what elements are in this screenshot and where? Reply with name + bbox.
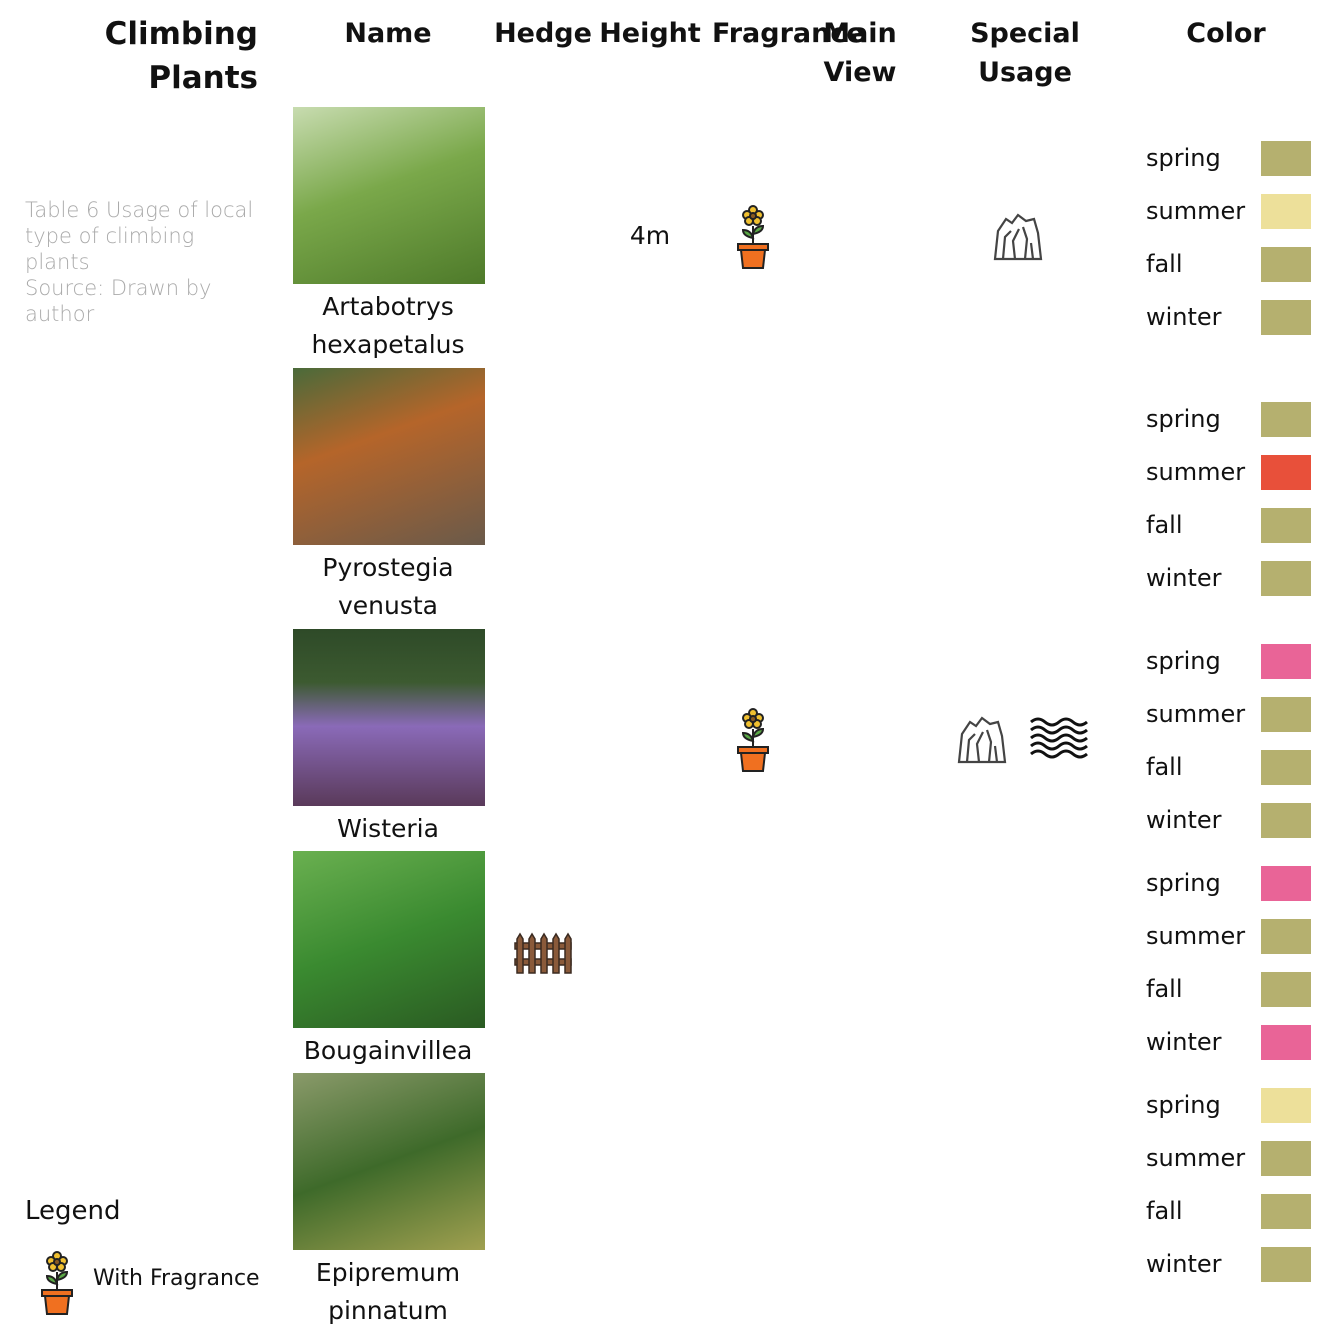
plant-name: Artabotrys hexapetalus: [311, 292, 465, 359]
color-swatch: [1261, 402, 1311, 437]
special-usage-icon: [957, 716, 1007, 764]
season-label: fall: [1146, 511, 1183, 539]
column-header: Special Usage: [970, 18, 1080, 88]
season-label: spring: [1146, 869, 1221, 897]
hedge-icon: [513, 931, 573, 975]
caption-source: Source: Drawn by author: [25, 276, 212, 326]
season-label: winter: [1146, 806, 1222, 834]
plant-photo: [293, 107, 485, 284]
color-swatch: [1261, 1247, 1311, 1282]
column-header: Fragrance: [712, 18, 865, 49]
color-swatch: [1261, 803, 1311, 838]
color-swatch: [1261, 561, 1311, 596]
legend-label: With Fragrance: [93, 1266, 260, 1291]
color-swatch: [1261, 141, 1311, 176]
season-label: summer: [1146, 700, 1246, 728]
plant-name: Wisteria: [337, 814, 439, 843]
plant-photo: [293, 368, 485, 545]
season-label: fall: [1146, 250, 1183, 278]
color-swatch: [1261, 697, 1311, 732]
season-label: fall: [1146, 1197, 1183, 1225]
fragrance-icon: [735, 204, 771, 270]
season-label: winter: [1146, 303, 1222, 331]
season-label: spring: [1146, 647, 1221, 675]
caption: Table 6 Usage of local type of climbing …: [25, 198, 254, 274]
fragrance-icon: [735, 707, 771, 773]
color-swatch: [1261, 194, 1311, 229]
plant-photo: [293, 851, 485, 1028]
season-label: summer: [1146, 458, 1246, 486]
season-label: summer: [1146, 922, 1246, 950]
season-label: spring: [1146, 1091, 1221, 1119]
season-label: spring: [1146, 144, 1221, 172]
plant-name: Pyrostegia venusta: [322, 553, 454, 620]
season-label: winter: [1146, 564, 1222, 592]
color-swatch: [1261, 1141, 1311, 1176]
color-swatch: [1261, 866, 1311, 901]
color-swatch: [1261, 1025, 1311, 1060]
column-header: Height: [599, 18, 701, 49]
legend-title: Legend: [25, 1196, 121, 1226]
season-label: summer: [1146, 1144, 1246, 1172]
color-swatch: [1261, 455, 1311, 490]
column-header: Color: [1186, 18, 1266, 49]
column-header: Name: [344, 18, 432, 49]
height: 4m: [629, 221, 671, 250]
color-swatch: [1261, 300, 1311, 335]
special-usage-icon: [1029, 716, 1089, 760]
plant-photo: [293, 629, 485, 806]
season-label: summer: [1146, 197, 1246, 225]
plant-name: Epipremum pinnatum: [315, 1258, 461, 1325]
color-swatch: [1261, 919, 1311, 954]
color-swatch: [1261, 1194, 1311, 1229]
color-swatch: [1261, 750, 1311, 785]
plant-name: Bougainvillea: [303, 1036, 473, 1065]
color-swatch: [1261, 247, 1311, 282]
season-label: winter: [1146, 1250, 1222, 1278]
season-label: fall: [1146, 975, 1183, 1003]
color-swatch: [1261, 508, 1311, 543]
color-swatch: [1261, 644, 1311, 679]
legend-icon: [39, 1250, 75, 1316]
special-usage-icon: [993, 213, 1043, 261]
season-label: fall: [1146, 753, 1183, 781]
color-swatch: [1261, 1088, 1311, 1123]
table-title: Climbing Plants: [104, 16, 258, 96]
column-header: Hedge: [494, 18, 592, 49]
column-header: Main View: [823, 18, 897, 88]
season-label: spring: [1146, 405, 1221, 433]
season-label: winter: [1146, 1028, 1222, 1056]
color-swatch: [1261, 972, 1311, 1007]
plant-photo: [293, 1073, 485, 1250]
